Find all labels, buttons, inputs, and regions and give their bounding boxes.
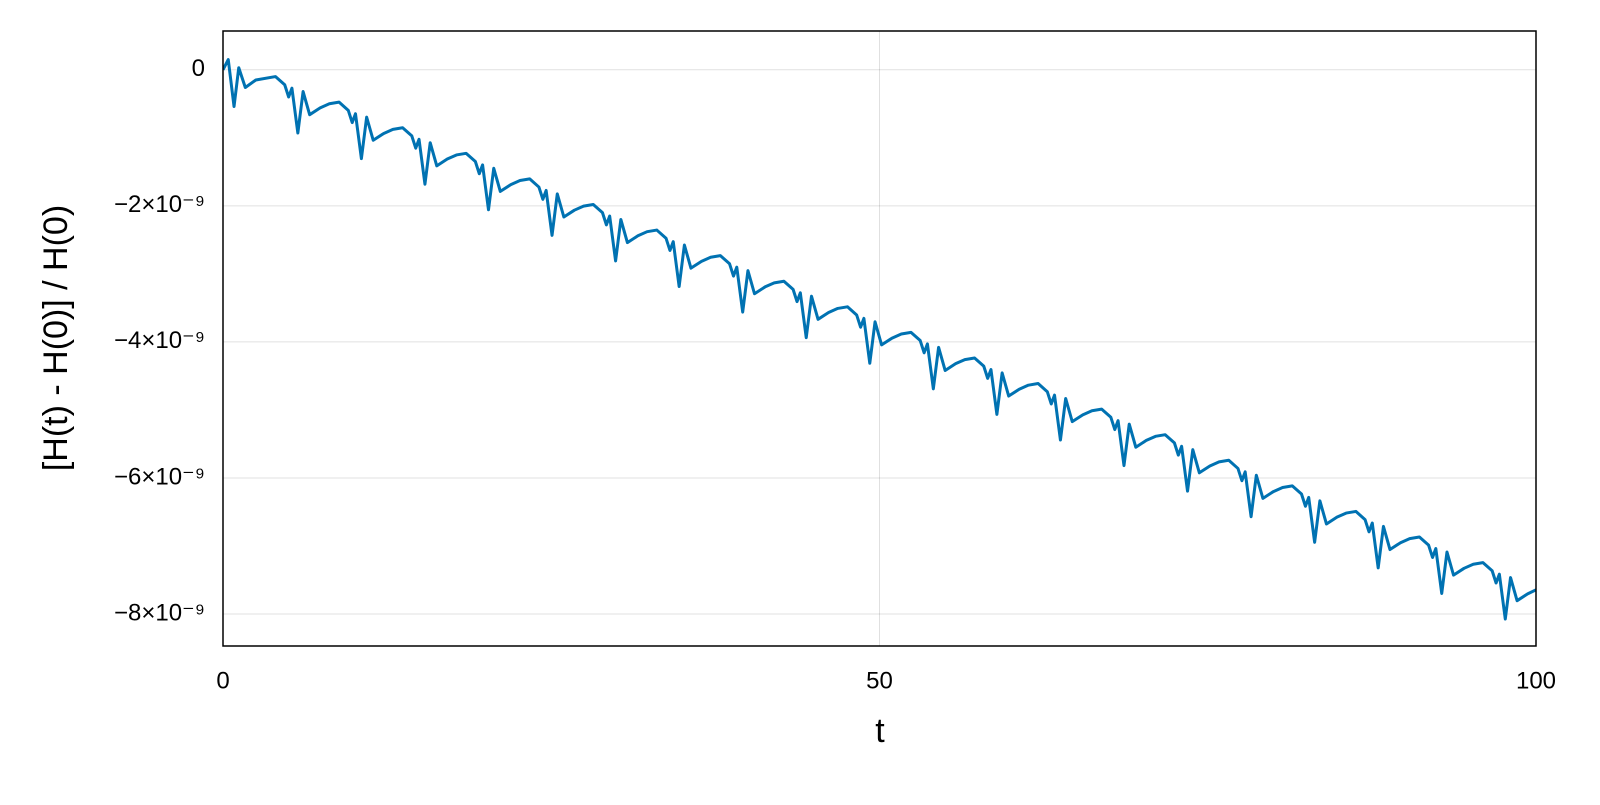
x-tick-label: 100	[1516, 667, 1556, 694]
y-axis-label: [H(t) - H(0)] / H(0)	[37, 205, 75, 471]
y-tick-label: −6×10⁻⁹	[114, 463, 205, 490]
y-tick-label: 0	[192, 55, 205, 82]
y-tick-label: −8×10⁻⁹	[114, 599, 205, 626]
y-tick-label: −4×10⁻⁹	[114, 327, 205, 354]
x-tick-label: 50	[866, 667, 893, 694]
x-tick-label: 0	[216, 667, 229, 694]
y-tick-label: −2×10⁻⁹	[114, 191, 205, 218]
x-axis-label: t	[875, 712, 885, 750]
data-line	[223, 58, 1536, 621]
plot-frame	[222, 30, 1537, 647]
